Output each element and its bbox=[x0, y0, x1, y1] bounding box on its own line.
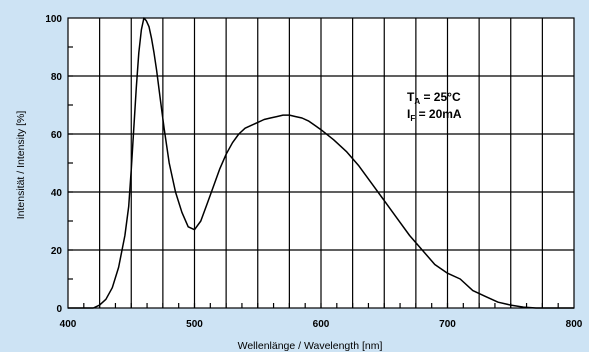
y-tick-labels: 0 20 40 60 80 100 bbox=[45, 14, 62, 315]
grid-lines bbox=[68, 18, 574, 308]
x-tick-labels: 400 500 600 700 800 bbox=[60, 319, 583, 330]
series-line bbox=[68, 17, 574, 309]
x-tick-label: 600 bbox=[313, 319, 330, 330]
x-axis-title: Wellenlänge / Wavelength [nm] bbox=[238, 340, 383, 352]
x-tick-label: 700 bbox=[439, 319, 456, 330]
y-axis-title: Intensität / Intensity [%] bbox=[15, 111, 27, 220]
x-tick-label: 500 bbox=[186, 319, 203, 330]
y-tick-label: 80 bbox=[51, 72, 63, 83]
y-tick-label: 100 bbox=[45, 14, 62, 25]
x-tick-label: 400 bbox=[60, 319, 77, 330]
annotation-if: IF = 20mA bbox=[407, 107, 462, 123]
y-tick-label: 40 bbox=[51, 188, 63, 199]
annotation-block: TA = 25°C IF = 20mA bbox=[407, 90, 462, 123]
y-tick-label: 0 bbox=[56, 304, 62, 315]
y-tick-label: 60 bbox=[51, 130, 63, 141]
x-tick-label: 800 bbox=[566, 319, 583, 330]
y-tick-label: 20 bbox=[51, 246, 63, 257]
tick-marks bbox=[68, 46, 559, 308]
annotation-ta: TA = 25°C bbox=[407, 90, 461, 106]
